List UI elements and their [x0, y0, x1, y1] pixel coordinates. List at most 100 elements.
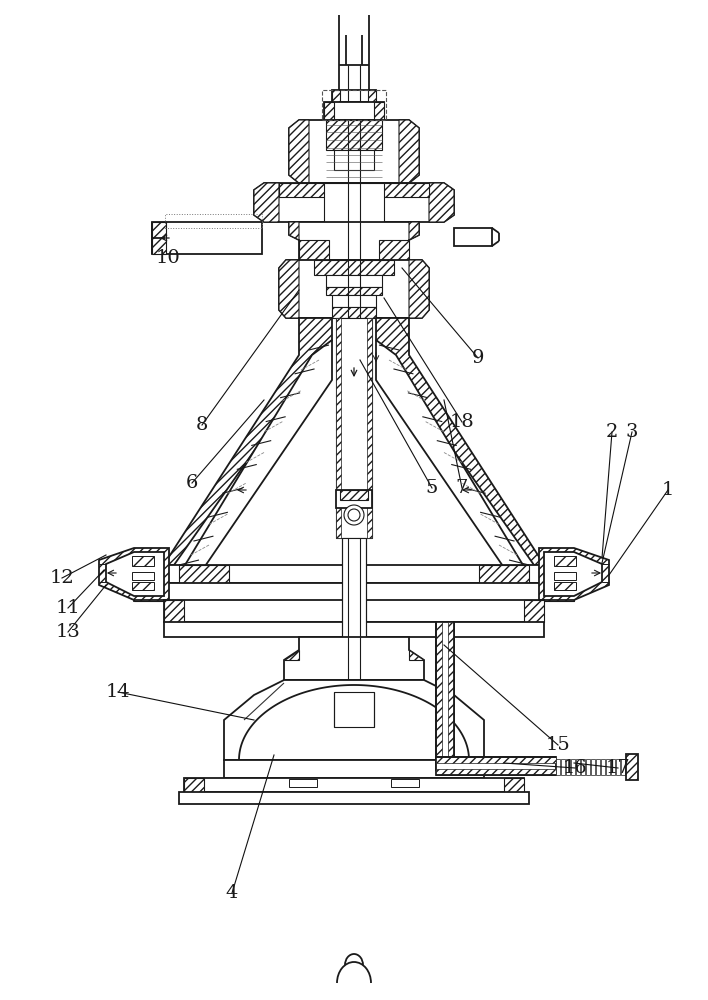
Bar: [561, 759, 565, 775]
Bar: [134, 583, 164, 601]
Bar: [436, 769, 556, 775]
Bar: [348, 637, 360, 692]
Bar: [164, 600, 184, 622]
Bar: [152, 222, 262, 254]
Polygon shape: [99, 548, 169, 600]
Bar: [554, 556, 576, 566]
Bar: [179, 792, 529, 804]
Bar: [554, 582, 576, 590]
Polygon shape: [409, 222, 419, 240]
Bar: [504, 778, 524, 792]
Text: 12: 12: [50, 569, 74, 587]
Bar: [621, 759, 625, 775]
Text: 14: 14: [105, 683, 130, 701]
Bar: [184, 778, 524, 792]
Text: 17: 17: [605, 759, 630, 777]
Text: 11: 11: [56, 599, 81, 617]
Bar: [279, 183, 349, 197]
Polygon shape: [376, 340, 529, 575]
Bar: [134, 565, 164, 583]
Bar: [626, 754, 638, 780]
Bar: [601, 759, 605, 775]
Bar: [336, 318, 372, 538]
Bar: [336, 490, 372, 508]
Bar: [566, 759, 570, 775]
Polygon shape: [224, 680, 484, 760]
Polygon shape: [134, 318, 332, 580]
Bar: [332, 90, 376, 102]
Polygon shape: [376, 318, 574, 580]
Bar: [134, 565, 574, 583]
Bar: [436, 757, 556, 763]
Bar: [224, 760, 484, 778]
Bar: [132, 556, 154, 566]
Bar: [336, 318, 341, 538]
Bar: [324, 102, 334, 120]
Bar: [606, 759, 610, 775]
Bar: [571, 759, 575, 775]
Bar: [299, 240, 329, 260]
Polygon shape: [289, 120, 309, 183]
Polygon shape: [279, 260, 429, 318]
Polygon shape: [544, 552, 602, 596]
Bar: [611, 759, 615, 775]
Text: 4: 4: [226, 884, 238, 902]
Text: 10: 10: [156, 249, 181, 267]
Bar: [454, 228, 492, 246]
Bar: [326, 120, 382, 150]
Polygon shape: [254, 183, 279, 222]
Polygon shape: [284, 637, 424, 680]
Bar: [391, 779, 419, 787]
Bar: [322, 90, 386, 120]
Text: 3: 3: [626, 423, 638, 441]
Bar: [436, 622, 442, 770]
Bar: [179, 565, 229, 583]
Circle shape: [344, 505, 364, 525]
Bar: [334, 692, 374, 727]
Bar: [591, 759, 595, 775]
Bar: [164, 622, 544, 637]
Bar: [554, 572, 576, 580]
Bar: [576, 759, 580, 775]
Bar: [134, 583, 574, 601]
Bar: [326, 275, 382, 287]
Polygon shape: [289, 222, 299, 240]
Bar: [334, 150, 374, 170]
Text: 1: 1: [662, 481, 674, 499]
Text: 15: 15: [546, 736, 571, 754]
Bar: [152, 222, 166, 254]
Bar: [184, 778, 204, 792]
Text: 9: 9: [472, 349, 484, 367]
Bar: [436, 622, 454, 770]
Bar: [359, 183, 429, 197]
Bar: [436, 757, 556, 775]
Bar: [596, 759, 600, 775]
Bar: [340, 490, 368, 500]
Polygon shape: [399, 120, 419, 183]
Circle shape: [348, 509, 360, 521]
Bar: [556, 759, 560, 775]
Bar: [342, 538, 366, 638]
Bar: [326, 287, 382, 295]
Bar: [379, 240, 409, 260]
Bar: [332, 90, 340, 102]
Bar: [324, 183, 384, 222]
Polygon shape: [539, 548, 609, 600]
Polygon shape: [239, 685, 469, 760]
Polygon shape: [106, 552, 164, 596]
Polygon shape: [409, 260, 429, 318]
Polygon shape: [284, 650, 299, 660]
Bar: [332, 295, 376, 307]
Bar: [586, 759, 590, 775]
Polygon shape: [289, 222, 419, 260]
Bar: [165, 214, 262, 228]
Bar: [324, 102, 384, 120]
Bar: [448, 622, 454, 770]
Polygon shape: [179, 340, 332, 575]
Bar: [289, 779, 317, 787]
Polygon shape: [289, 120, 419, 183]
Text: 5: 5: [426, 479, 438, 497]
Text: 8: 8: [196, 416, 208, 434]
Text: 6: 6: [185, 474, 198, 492]
Bar: [544, 565, 574, 583]
